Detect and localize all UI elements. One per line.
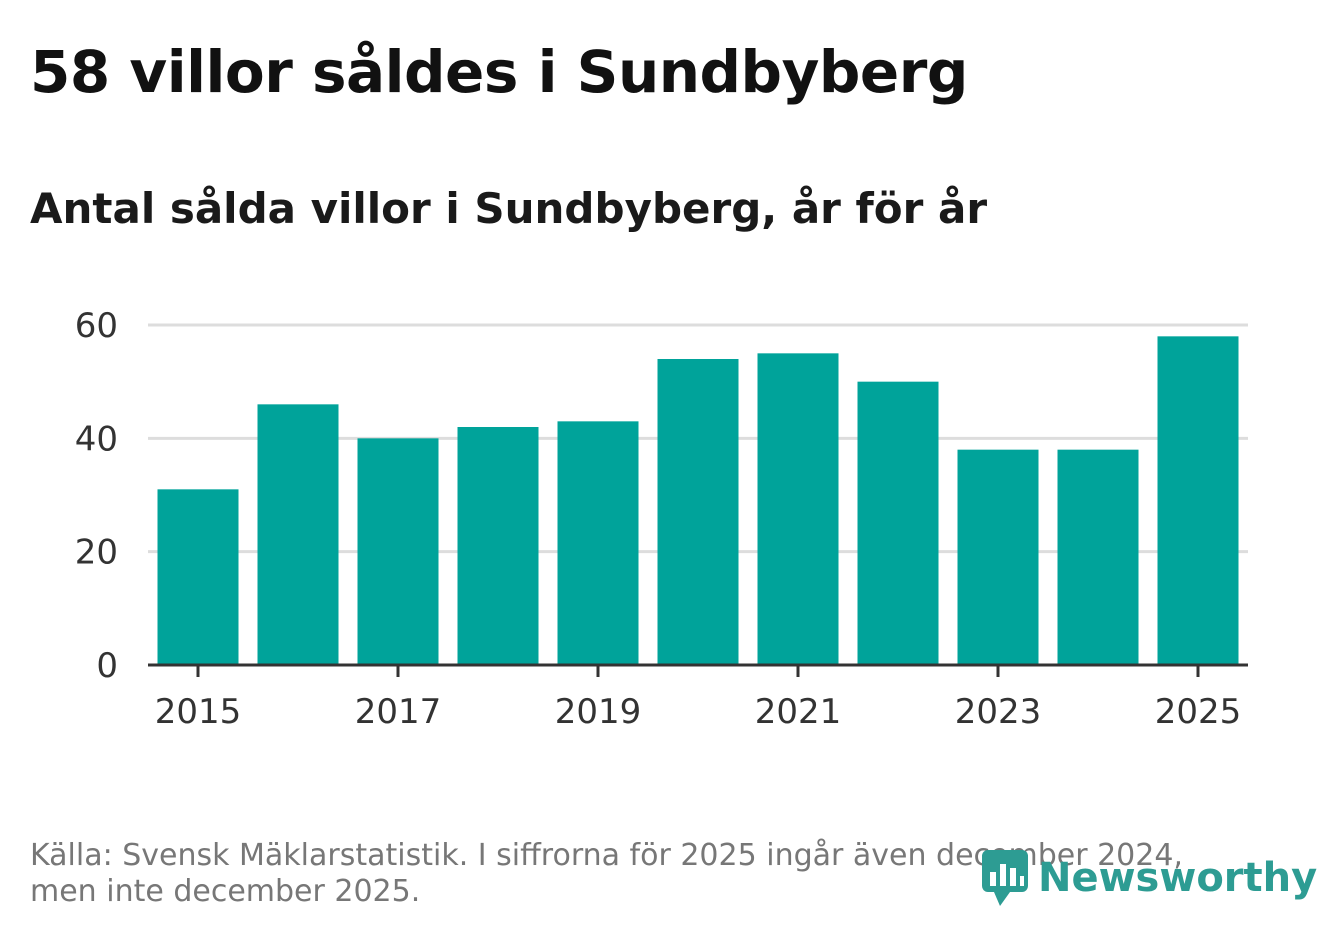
logo-text: Newsworthy (1038, 855, 1318, 901)
bar-2023 (957, 449, 1039, 665)
x-tick-label: 2021 (755, 692, 842, 732)
y-tick-label: 60 (75, 306, 118, 346)
newsworthy-logo-icon (982, 850, 1028, 906)
x-tick-label: 2017 (355, 692, 442, 732)
y-tick-label: 20 (75, 533, 118, 573)
bar-2016 (257, 404, 339, 665)
x-tick-label: 2015 (155, 692, 242, 732)
bar-2024 (1057, 449, 1139, 665)
x-tick-label: 2019 (555, 692, 642, 732)
x-axis-ticks: 2015 2017 2019 2021 2023 2025 (155, 665, 1242, 732)
bar-2019 (557, 421, 639, 665)
bar-2021 (757, 353, 839, 665)
newsworthy-logo: Newsworthy (980, 848, 1317, 908)
chart-title: 58 villor såldes i Sundbyberg (30, 38, 968, 106)
bar-chart: 2015 2017 2019 2021 2023 2025 0 20 40 60 (75, 306, 1248, 732)
bar-2017 (357, 438, 439, 665)
bar-2018 (457, 427, 539, 665)
bar-2025 (1157, 336, 1239, 665)
bar-2022 (857, 381, 939, 665)
bar-2015 (157, 489, 239, 665)
bar-2020 (657, 359, 739, 665)
bars (157, 336, 1239, 665)
y-tick-label: 40 (75, 419, 118, 459)
x-tick-label: 2023 (955, 692, 1042, 732)
x-tick-label: 2025 (1155, 692, 1242, 732)
source-line-2: men inte december 2025. (30, 874, 421, 909)
y-tick-label: 0 (96, 646, 118, 686)
chart-subtitle: Antal sålda villor i Sundbyberg, år för … (30, 184, 988, 233)
y-axis-ticks: 0 20 40 60 (75, 306, 118, 686)
